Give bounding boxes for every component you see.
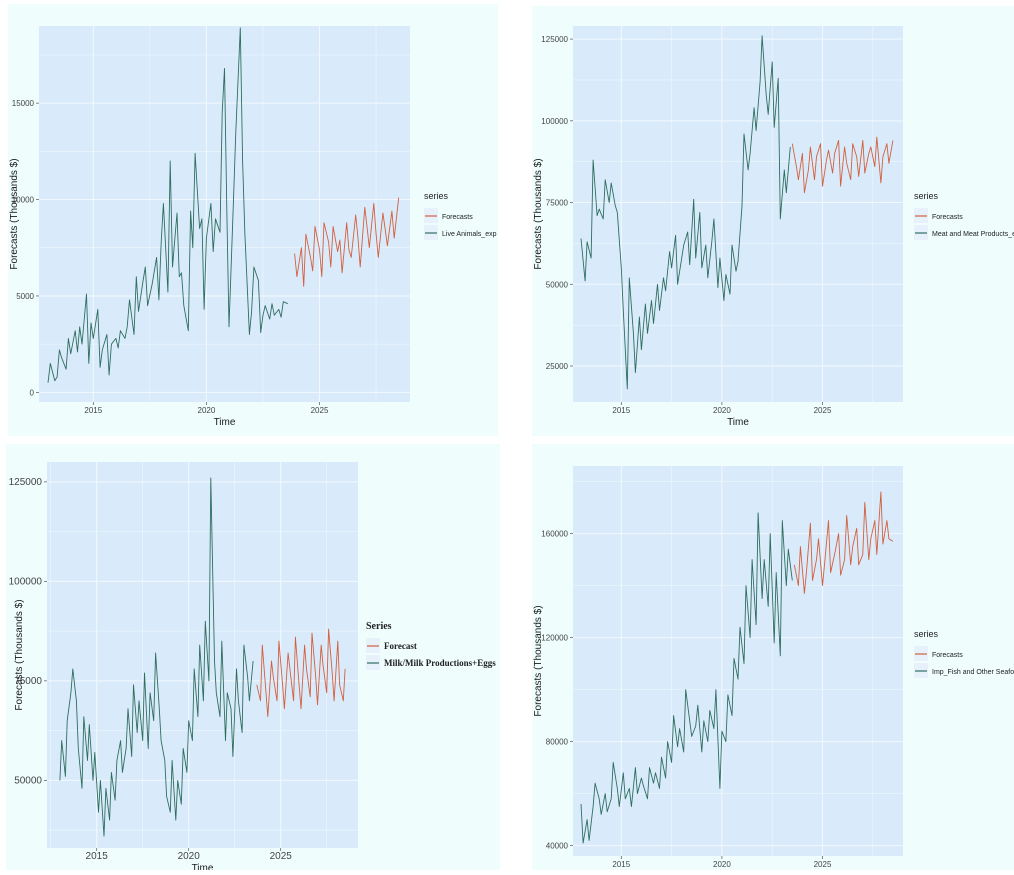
y-tick-label: 50000 [546,280,569,289]
legend-label: Forecasts [932,652,963,659]
legend: Series Forecast Milk/Milk Productions+Eggs [366,621,496,670]
y-tick-label: 15000 [12,99,35,108]
x-tick-label: 2025 [311,406,329,415]
y-tick-label: 75000 [14,676,42,687]
y-tick-label: 5000 [16,292,34,301]
x-tick-label: 2020 [713,860,731,869]
y-tick-label: 0 [30,388,35,397]
x-axis-title: Time [727,417,749,428]
legend-title: series [914,191,939,201]
y-axis-title: Forecasts (Thousands $) [14,599,25,710]
x-tick-label: 2020 [713,406,731,415]
plot-area [573,26,903,402]
history-series-line [47,27,288,383]
legend: series Forecasts Imp_Fish and Other Seafoo… [914,629,1014,678]
x-axis-title: Time [192,863,214,870]
x-tick-label: 2015 [84,406,102,415]
plot-area [47,462,358,848]
legend-label: Imp_Fish and Other Seafood [932,669,1014,676]
legend-label: Meat and Meat Products_exp [932,231,1014,238]
y-tick-label: 125000 [541,35,568,44]
y-tick-label: 80000 [546,738,569,747]
history-series-line [580,512,793,844]
legend-label: Forecasts [932,214,963,221]
legend: series Forecasts Live Animals_exp [424,191,497,240]
x-tick-label: 2020 [198,406,216,415]
legend: series Forecasts Meat and Meat Products_ex… [914,191,1014,240]
forecast-series-line [793,491,894,594]
legend-title: series [914,629,939,639]
chart-panel: 2015 2020 2025 0 5000 10000 15000 Time Forecasts… [8,4,498,436]
y-tick-label: 125000 [9,477,43,488]
y-tick-label: 10000 [12,196,35,205]
y-tick-label: 100000 [541,117,568,126]
y-tick-label: 100000 [9,576,43,587]
legend-title: Series [366,621,392,632]
y-tick-label: 75000 [546,199,569,208]
y-tick-label: 40000 [546,842,569,851]
legend-label: Live Animals_exp [442,231,497,238]
chart-panel: 2015202020254000080000120000160000TimeFo… [532,444,1014,875]
forecast-series-line [791,136,894,194]
history-series-line [59,477,254,837]
chart-panel: 2015 2020 2025 50000 75000 100000 125000 Time Fo… [6,444,500,874]
plot-area [573,466,903,856]
y-tick-label: 160000 [541,530,568,539]
x-tick-label: 2015 [612,860,630,869]
chart-panel: 2015 2020 2025 25000 50000 75000 100000 125000 T… [532,6,1014,436]
y-axis-title: Forecasts (Thousands $) [533,158,544,269]
x-tick-label: 2025 [814,860,832,869]
legend-label: Forecasts [442,214,473,221]
forecast-series-line [294,197,400,287]
x-tick-label: 2015 [612,406,630,415]
y-tick-label: 50000 [14,775,42,786]
y-axis-title: Forecasts (Thousands $) [9,158,20,269]
legend-label: Forecast [384,641,417,651]
x-tick-label: 2025 [814,406,832,415]
history-series-line [580,35,791,390]
y-tick-label: 120000 [541,634,568,643]
x-axis-title: Time [214,417,236,428]
y-tick-label: 25000 [546,362,569,371]
x-tick-label: 2015 [86,851,109,862]
forecast-series-line [256,628,346,718]
legend-label: Milk/Milk Productions+Eggs [384,658,496,668]
y-axis-title: Forecasts (Thousands $) [533,605,544,716]
x-tick-label: 2020 [178,851,201,862]
legend-title: series [424,191,449,201]
x-tick-label: 2025 [270,851,293,862]
